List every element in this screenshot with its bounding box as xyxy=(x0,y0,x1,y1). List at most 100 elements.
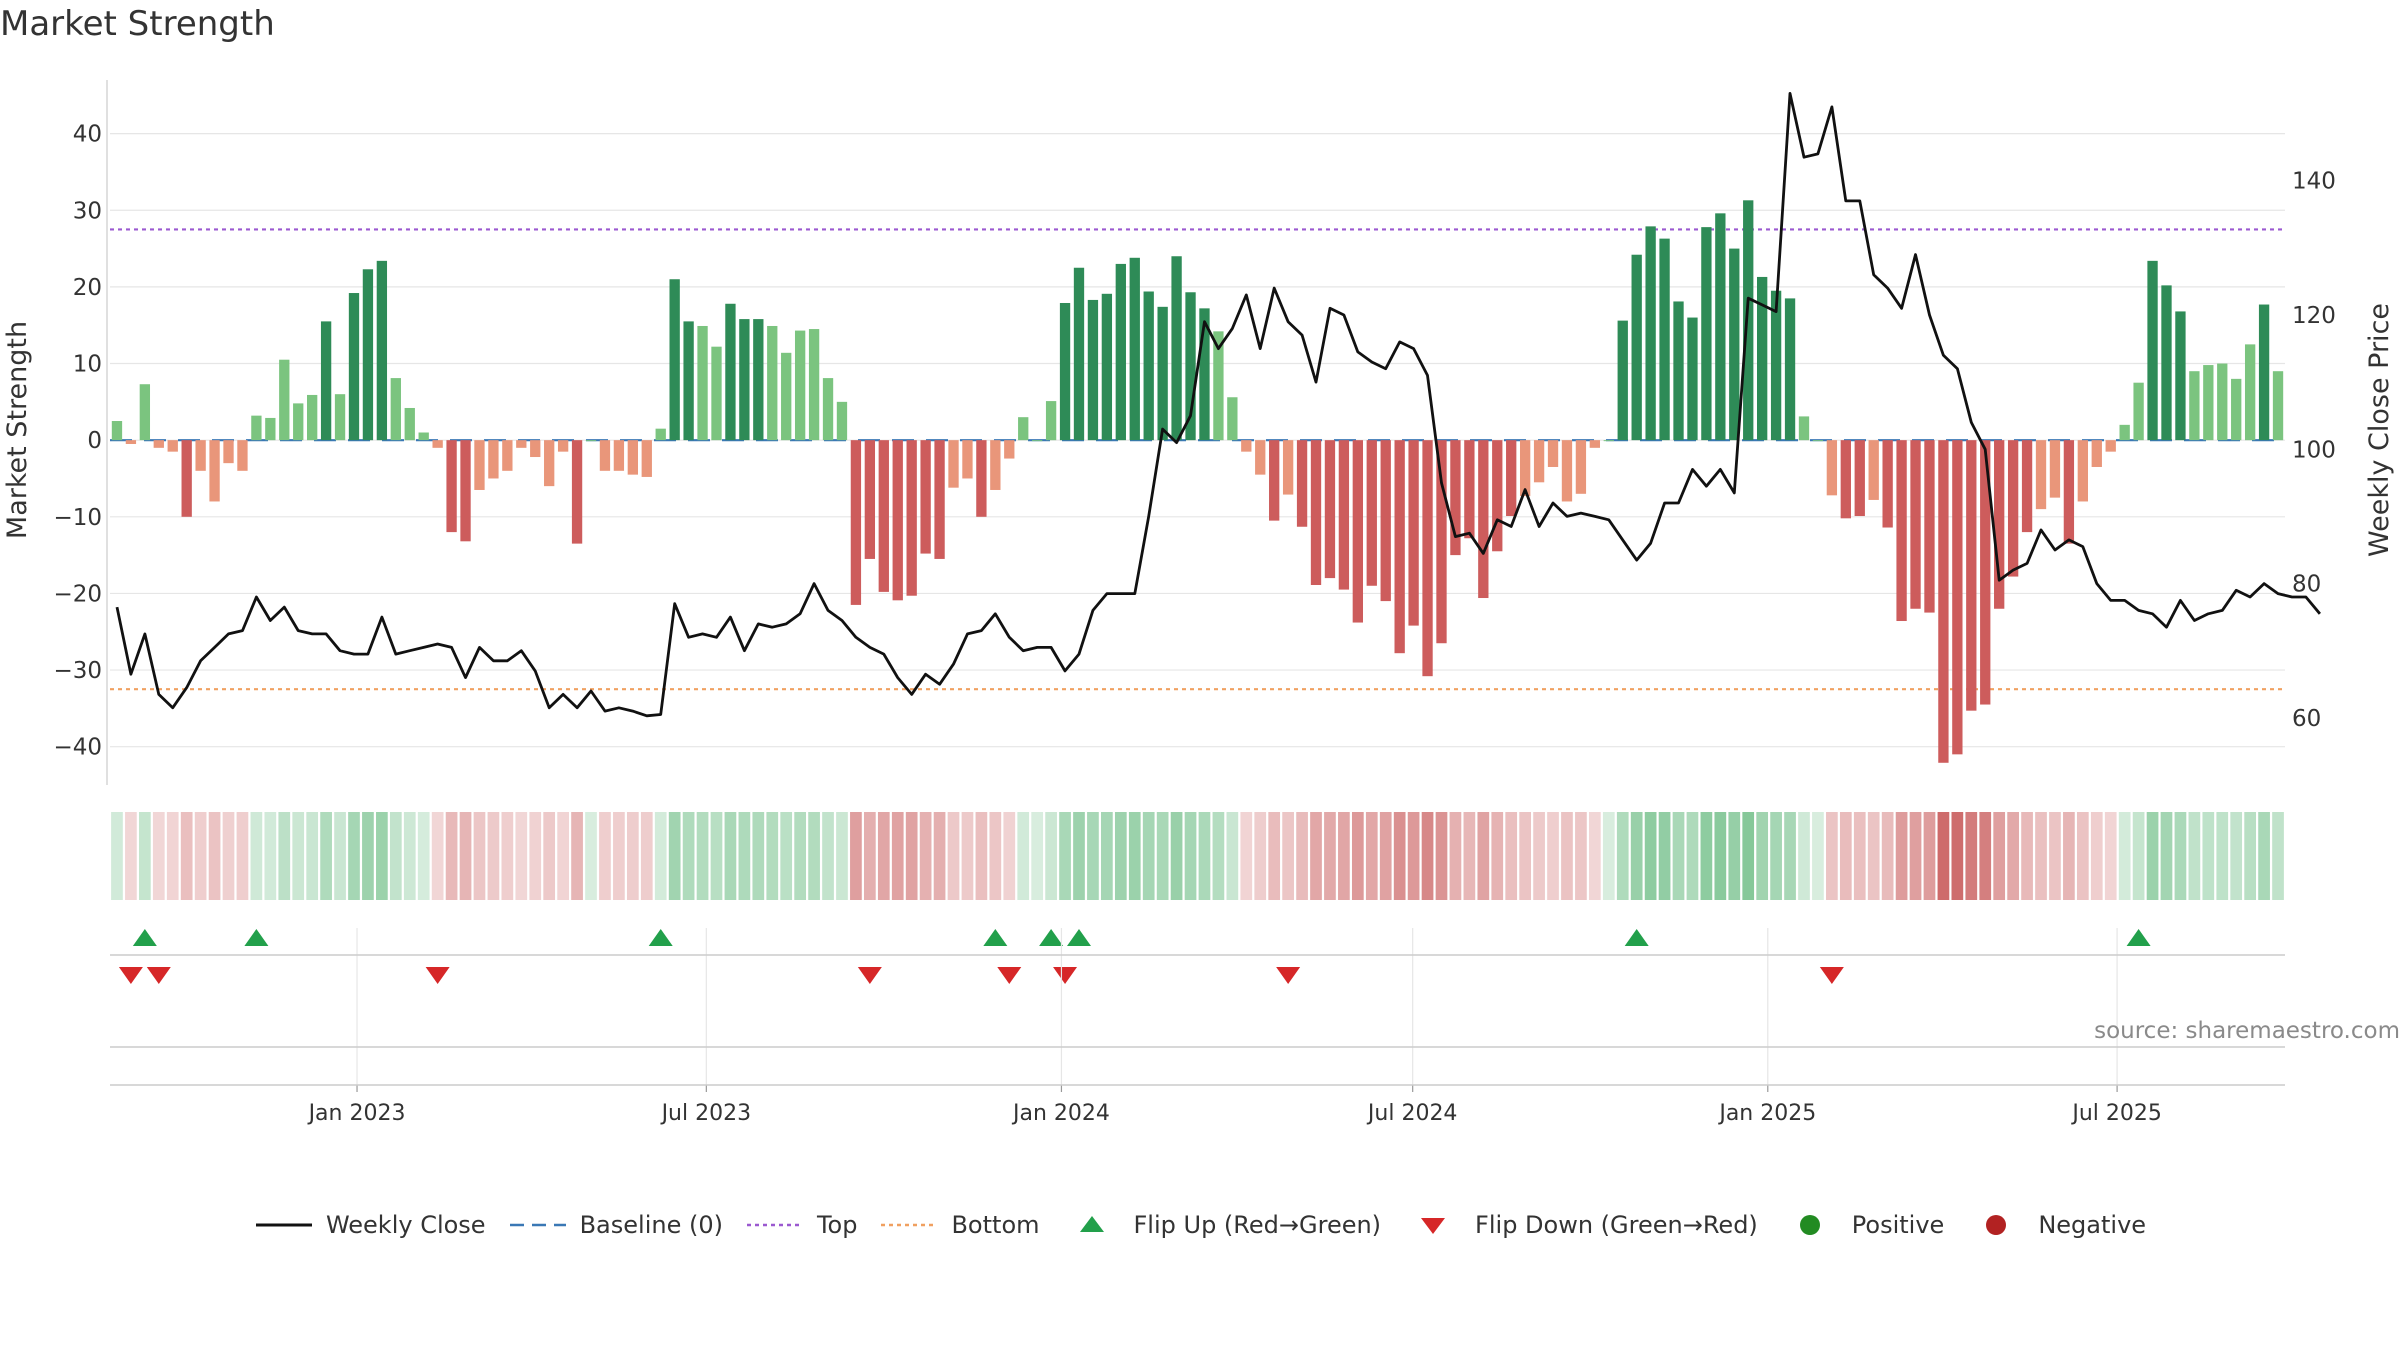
heat-cell xyxy=(571,812,583,900)
heat-cell xyxy=(1700,812,1713,900)
heat-cell xyxy=(1826,812,1838,900)
negative-bar xyxy=(2007,440,2019,577)
legend-swatch-dot xyxy=(745,1210,805,1240)
heat-cell xyxy=(1937,812,1950,900)
heat-cell xyxy=(1881,812,1894,900)
y-tick-label: −10 xyxy=(53,505,102,531)
heat-cell xyxy=(1296,812,1308,900)
y-axis-label: Market Strength xyxy=(2,321,33,539)
negative-bar xyxy=(641,440,652,477)
positive-bar xyxy=(1687,317,1698,441)
heat-cell xyxy=(1784,812,1796,900)
negative-bar xyxy=(962,440,973,479)
flip-markers xyxy=(118,929,2151,984)
flip-up-marker xyxy=(983,929,1008,946)
negative-bar xyxy=(2021,440,2033,533)
heat-cell xyxy=(2035,812,2047,900)
heat-cell xyxy=(417,812,430,900)
heat-cell xyxy=(1491,812,1504,900)
negative-bar xyxy=(599,440,611,471)
negative-bar xyxy=(1464,440,1475,539)
negative-bar xyxy=(1352,440,1363,623)
heat-cell xyxy=(1226,812,1239,900)
negative-bar xyxy=(1255,440,1266,475)
legend-item: Baseline (0) xyxy=(508,1210,723,1240)
heat-cell xyxy=(1477,812,1490,900)
y-tick-label: 40 xyxy=(73,122,102,148)
positive-bar xyxy=(711,346,722,441)
heat-cell xyxy=(989,812,1002,900)
heat-cell xyxy=(682,812,695,900)
negative-bar xyxy=(530,440,541,458)
heat-cell xyxy=(1170,812,1183,900)
heat-cell xyxy=(1602,812,1615,900)
heat-cell xyxy=(1198,812,1211,900)
heat-cell xyxy=(250,812,263,900)
positive-bar xyxy=(1757,276,1768,441)
positive-bar xyxy=(1129,257,1140,441)
flip-up-marker xyxy=(1066,929,1091,946)
heat-cell xyxy=(1449,812,1462,900)
heat-cell xyxy=(1798,812,1810,900)
heat-cell xyxy=(2146,812,2159,900)
heat-cell xyxy=(111,812,123,900)
heat-cell xyxy=(836,812,848,900)
heat-cell xyxy=(2160,812,2173,900)
positive-bar xyxy=(2203,365,2214,441)
flip-down-marker xyxy=(1819,967,1844,984)
heat-cell xyxy=(1756,812,1769,900)
negative-bar xyxy=(1561,440,1573,502)
negative-bar xyxy=(906,440,917,596)
negative-bar xyxy=(1366,440,1377,586)
legend-swatch-circle xyxy=(1780,1210,1840,1240)
y-tick-label: −20 xyxy=(53,581,102,607)
positive-bar xyxy=(1659,238,1670,441)
heat-cell xyxy=(139,812,151,900)
positive-bar xyxy=(1743,200,1754,441)
reference-lines xyxy=(110,228,2285,691)
heat-cell xyxy=(696,812,709,900)
negative-bar xyxy=(1547,440,1559,467)
x-tick-label: Jan 2023 xyxy=(307,1101,406,1126)
positive-bar xyxy=(1018,417,1029,441)
heat-cell xyxy=(1379,812,1392,900)
positive-bar xyxy=(362,269,374,441)
flip-up-marker xyxy=(244,929,269,946)
negative-bar xyxy=(2105,440,2116,452)
legend-swatch-up xyxy=(1062,1210,1122,1240)
heat-cell xyxy=(1240,812,1253,900)
heat-cell xyxy=(2244,812,2256,900)
y2-tick-label: 140 xyxy=(2292,169,2336,195)
heat-cell xyxy=(152,812,165,900)
positive-bar xyxy=(2231,378,2242,441)
positive-bar xyxy=(2147,260,2158,441)
negative-bar xyxy=(460,440,471,542)
y-tick-label: 0 xyxy=(87,428,102,454)
x-tick-label: Jul 2025 xyxy=(2070,1101,2162,1126)
negative-bar xyxy=(488,440,499,479)
heat-cell xyxy=(348,812,360,900)
positive-bar xyxy=(794,330,806,441)
positive-bar xyxy=(139,384,151,441)
heat-cell xyxy=(1031,812,1044,900)
heat-cell xyxy=(947,812,960,900)
positive-bar xyxy=(1715,213,1726,441)
y-tick-label: 30 xyxy=(73,198,102,224)
heat-cell xyxy=(194,812,207,900)
heat-cell xyxy=(2021,812,2033,900)
legend: Weekly Close Baseline (0) Top Bottom Flip Up… xyxy=(0,1210,2400,1240)
axes: −40 −30 −20 −10 0 10 20 30 40 60 80 100 120 140 Market… xyxy=(2,80,2395,785)
heat-cell xyxy=(905,812,918,900)
heat-cell xyxy=(738,812,751,900)
heat-cell xyxy=(1658,812,1671,900)
positive-bar xyxy=(1073,267,1085,441)
negative-bar xyxy=(1826,440,1838,496)
heat-cell xyxy=(487,812,500,900)
positive-bar xyxy=(1087,299,1099,441)
positive-bar xyxy=(404,407,415,441)
legend-swatch-down xyxy=(1403,1210,1463,1240)
heat-cell xyxy=(1575,812,1587,900)
time-axis: Jan 2023 Jul 2023 Jan 2024 Jul 2024 Jan 2025… xyxy=(110,928,2285,1126)
heat-cell xyxy=(1867,812,1880,900)
